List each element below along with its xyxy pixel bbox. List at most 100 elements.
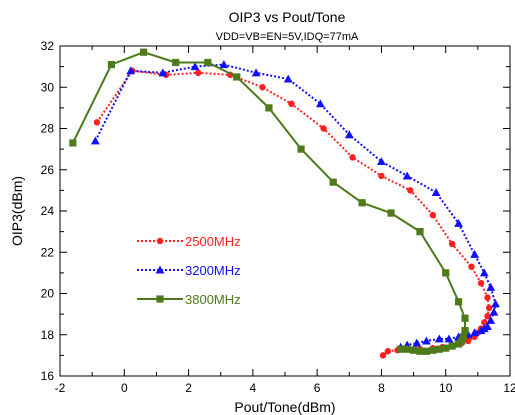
legend-item: 3800MHz bbox=[137, 292, 241, 307]
chart-title: OIP3 vs Pout/Tone bbox=[229, 9, 346, 25]
plot-area bbox=[59, 45, 511, 377]
data-point bbox=[265, 104, 273, 112]
data-point bbox=[489, 307, 499, 316]
data-point bbox=[416, 228, 424, 236]
data-point bbox=[484, 294, 491, 301]
data-point bbox=[403, 345, 411, 353]
data-point bbox=[481, 319, 488, 326]
data-point bbox=[379, 352, 387, 359]
data-point bbox=[329, 178, 337, 186]
data-point bbox=[468, 263, 475, 270]
y-axis-label: OIP3(dBm) bbox=[9, 176, 25, 246]
legend: 2500MHz 3200MHz 3800MHz bbox=[137, 234, 241, 307]
data-point bbox=[422, 336, 431, 345]
data-point bbox=[204, 58, 212, 67]
y-tick-label: 20 bbox=[41, 287, 55, 301]
data-point bbox=[486, 315, 496, 324]
data-point bbox=[219, 60, 229, 69]
x-tick-label: 12 bbox=[503, 381, 515, 395]
y-tick-label: 32 bbox=[41, 39, 55, 53]
x-tick-label: -2 bbox=[55, 381, 66, 395]
data-point bbox=[442, 269, 450, 277]
data-point bbox=[283, 74, 293, 83]
data-point bbox=[172, 58, 180, 67]
data-point bbox=[288, 100, 295, 107]
data-point bbox=[479, 268, 489, 277]
data-point bbox=[297, 145, 305, 153]
data-point bbox=[416, 347, 424, 355]
series-layer bbox=[69, 48, 500, 359]
y-tick-label: 18 bbox=[41, 328, 55, 342]
legend-label: 2500MHz bbox=[185, 234, 241, 249]
data-point bbox=[454, 340, 463, 348]
data-point bbox=[126, 66, 136, 75]
data-point bbox=[435, 345, 443, 353]
data-point bbox=[454, 218, 463, 227]
legend-marker bbox=[155, 265, 165, 274]
legend-label: 3200MHz bbox=[185, 263, 241, 278]
x-tick-label: 4 bbox=[250, 381, 257, 395]
legend-label: 3800MHz bbox=[185, 292, 241, 307]
data-point bbox=[442, 344, 450, 352]
data-point bbox=[485, 304, 493, 312]
x-tick-label: 6 bbox=[314, 381, 321, 395]
data-point bbox=[358, 199, 366, 207]
x-tick-label: 8 bbox=[378, 381, 385, 395]
data-point bbox=[444, 334, 454, 343]
data-point bbox=[190, 62, 200, 71]
data-point bbox=[429, 346, 437, 354]
data-point bbox=[139, 48, 148, 56]
series-line bbox=[72, 51, 466, 353]
data-point bbox=[461, 314, 469, 322]
data-point bbox=[90, 136, 100, 145]
data-point bbox=[93, 119, 101, 126]
x-tick-label: 2 bbox=[185, 381, 192, 395]
y-tick-label: 26 bbox=[41, 163, 55, 177]
data-point bbox=[434, 334, 444, 343]
data-point bbox=[349, 154, 356, 161]
data-point bbox=[454, 298, 463, 306]
data-point bbox=[461, 327, 469, 335]
data-point bbox=[431, 188, 441, 196]
data-point bbox=[470, 328, 480, 337]
data-point bbox=[233, 73, 241, 81]
data-point bbox=[422, 347, 431, 355]
data-point bbox=[320, 125, 327, 132]
series-line bbox=[96, 69, 491, 357]
x-tick-label: 10 bbox=[439, 381, 453, 395]
data-point bbox=[484, 312, 491, 320]
legend-item: 3200MHz bbox=[137, 263, 241, 278]
data-point bbox=[344, 130, 354, 139]
data-point bbox=[470, 249, 480, 258]
data-point bbox=[429, 211, 437, 219]
data-point bbox=[107, 60, 116, 69]
data-point bbox=[409, 346, 418, 354]
series-3200MHz bbox=[90, 60, 500, 351]
data-point bbox=[448, 240, 456, 248]
data-point bbox=[315, 99, 325, 108]
x-tick-label: 0 bbox=[121, 381, 128, 395]
data-point bbox=[387, 209, 395, 217]
plot-frame bbox=[59, 45, 511, 377]
data-point bbox=[412, 338, 422, 347]
data-point bbox=[476, 326, 486, 335]
x-axis-label: Pout/Tone(dBm) bbox=[234, 399, 335, 415]
data-point bbox=[407, 187, 414, 194]
data-point bbox=[397, 345, 405, 353]
y-tick-label: 24 bbox=[41, 204, 55, 218]
legend-marker bbox=[156, 237, 164, 245]
data-point bbox=[384, 348, 392, 355]
data-point bbox=[377, 157, 386, 166]
data-point bbox=[448, 342, 456, 350]
series-3800MHz bbox=[69, 48, 469, 355]
y-tick-label: 28 bbox=[41, 122, 55, 136]
legend-item: 2500MHz bbox=[137, 234, 241, 249]
data-point bbox=[195, 69, 202, 77]
data-point bbox=[251, 68, 261, 77]
series-2500MHz bbox=[93, 67, 493, 359]
y-tick-label: 16 bbox=[41, 369, 55, 383]
data-point bbox=[477, 279, 485, 287]
data-point bbox=[459, 333, 467, 341]
